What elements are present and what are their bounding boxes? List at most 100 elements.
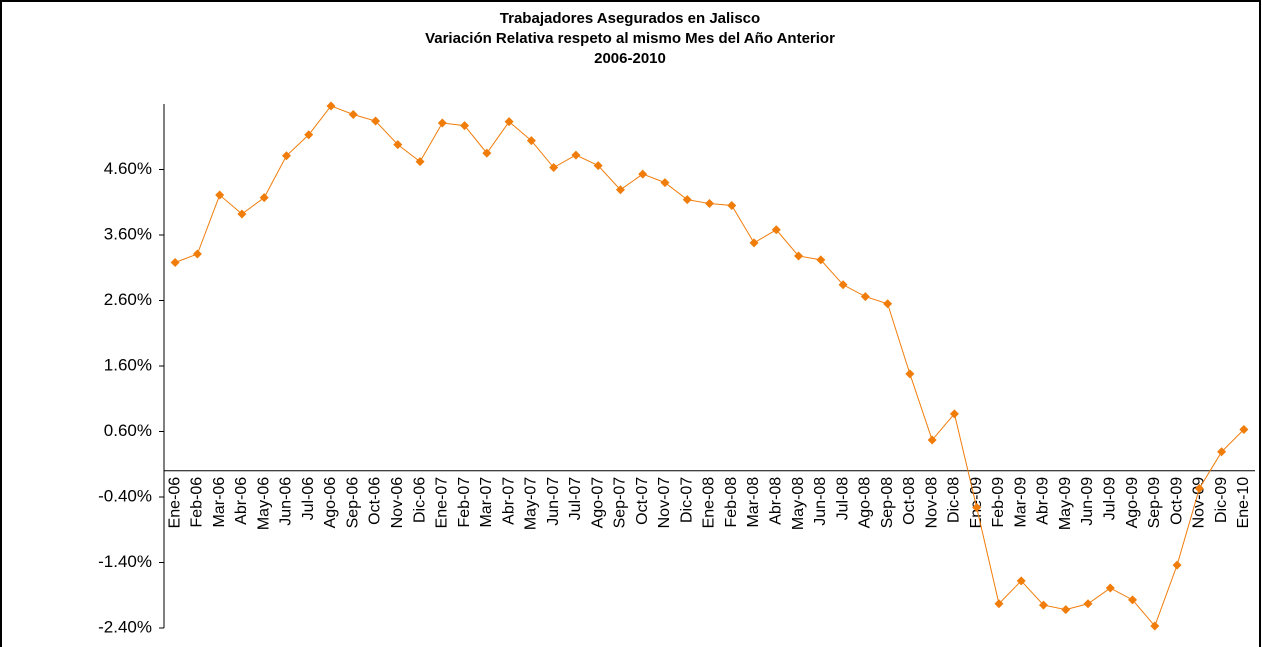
x-tick-label: Oct-09 xyxy=(1168,477,1185,525)
x-tick-label: Mar-08 xyxy=(745,477,762,528)
data-point xyxy=(883,299,893,309)
data-point xyxy=(1061,605,1071,615)
x-tick-label: May-07 xyxy=(523,477,540,530)
chart-subtitle: Variación Relativa respeto al mismo Mes … xyxy=(425,30,835,47)
data-point xyxy=(571,150,581,160)
x-tick-label: Dic-06 xyxy=(411,477,428,523)
chart-title: Trabajadores Asegurados en Jalisco xyxy=(500,10,760,27)
data-point xyxy=(1083,599,1093,609)
x-tick-label: Ago-06 xyxy=(322,477,339,529)
data-point xyxy=(905,369,915,379)
y-tick-label: -0.40% xyxy=(98,486,152,505)
y-tick-label: 3.60% xyxy=(104,224,152,243)
data-point xyxy=(994,599,1004,609)
x-tick-label: Abr-07 xyxy=(500,477,517,525)
data-point xyxy=(415,157,425,167)
data-point xyxy=(437,118,447,128)
y-tick-label: -1.40% xyxy=(98,552,152,571)
x-tick-label: Nov-08 xyxy=(923,477,940,529)
x-tick-label: Jul-07 xyxy=(567,477,584,521)
x-tick-label: Ene-10 xyxy=(1235,477,1252,529)
data-point xyxy=(393,140,403,150)
x-tick-label: Abr-09 xyxy=(1035,477,1052,525)
x-tick-label: Sep-06 xyxy=(344,477,361,529)
data-point xyxy=(1239,425,1249,435)
data-point xyxy=(727,201,737,211)
x-tick-label: Jul-08 xyxy=(834,477,851,521)
data-point xyxy=(816,255,826,265)
data-point xyxy=(660,178,670,188)
data-point xyxy=(1217,447,1227,457)
x-tick-label: Nov-07 xyxy=(656,477,673,529)
data-point xyxy=(348,109,358,119)
data-point xyxy=(860,292,870,302)
x-tick-label: Sep-09 xyxy=(1146,477,1163,529)
x-tick-label: Ene-09 xyxy=(968,477,985,529)
data-point xyxy=(1194,483,1204,493)
x-tick-label: Jul-06 xyxy=(300,477,317,521)
data-point xyxy=(281,151,291,161)
data-point xyxy=(460,121,470,131)
x-tick-label: Abr-08 xyxy=(768,477,785,525)
y-tick-label: -2.40% xyxy=(98,617,152,636)
x-tick-label: Feb-06 xyxy=(189,477,206,528)
data-point xyxy=(326,101,336,111)
data-point xyxy=(170,258,180,268)
data-point xyxy=(482,148,492,158)
data-point xyxy=(1038,600,1048,610)
y-tick-label: 1.60% xyxy=(104,355,152,374)
x-tick-label: Ene-08 xyxy=(701,477,718,529)
x-tick-label: Jun-09 xyxy=(1079,477,1096,526)
x-tick-label: Jun-06 xyxy=(278,477,295,526)
x-tick-label: Ago-07 xyxy=(589,477,606,529)
data-point xyxy=(638,169,648,179)
x-tick-label: Jun-08 xyxy=(812,477,829,526)
data-point xyxy=(771,225,781,235)
x-tick-label: May-09 xyxy=(1057,477,1074,530)
x-tick-label: Sep-08 xyxy=(879,477,896,529)
x-tick-label: May-08 xyxy=(790,477,807,530)
x-tick-label: Sep-07 xyxy=(612,477,629,529)
x-tick-label: Jul-09 xyxy=(1101,477,1118,521)
data-point xyxy=(1150,621,1160,631)
x-tick-label: Ene-06 xyxy=(166,477,183,529)
x-tick-label: Ago-09 xyxy=(1124,477,1141,529)
x-tick-label: Nov-09 xyxy=(1191,477,1208,529)
data-point xyxy=(838,280,848,290)
x-tick-label: Abr-06 xyxy=(233,477,250,525)
x-tick-label: Feb-09 xyxy=(990,477,1007,528)
x-tick-label: Oct-08 xyxy=(901,477,918,525)
data-point xyxy=(1016,576,1026,586)
data-point xyxy=(304,130,314,140)
data-point xyxy=(927,435,937,445)
data-point xyxy=(1172,560,1182,570)
x-tick-label: Dic-07 xyxy=(678,477,695,523)
data-point xyxy=(237,209,247,219)
x-tick-label: Dic-08 xyxy=(946,477,963,523)
x-tick-label: Oct-06 xyxy=(367,477,384,525)
data-point xyxy=(1128,595,1138,605)
data-point xyxy=(615,185,625,195)
data-point xyxy=(259,193,269,203)
data-point xyxy=(549,163,559,173)
data-point xyxy=(682,195,692,205)
x-tick-label: Jun-07 xyxy=(545,477,562,526)
x-tick-label: Feb-07 xyxy=(456,477,473,528)
data-point xyxy=(705,199,714,209)
x-tick-label: Mar-07 xyxy=(478,477,495,528)
data-point xyxy=(972,502,982,512)
y-tick-label: 4.60% xyxy=(104,159,152,178)
x-tick-label: Ene-07 xyxy=(434,477,451,529)
x-tick-label: Nov-06 xyxy=(389,477,406,529)
data-point xyxy=(949,409,959,419)
x-tick-label: Mar-09 xyxy=(1012,477,1029,528)
data-point xyxy=(371,116,381,126)
data-point xyxy=(192,249,202,259)
data-point xyxy=(593,161,603,171)
x-tick-label: Oct-07 xyxy=(634,477,651,525)
data-point xyxy=(1105,583,1115,593)
x-tick-label: Ago-08 xyxy=(857,477,874,529)
x-tick-label: Dic-09 xyxy=(1213,477,1230,523)
